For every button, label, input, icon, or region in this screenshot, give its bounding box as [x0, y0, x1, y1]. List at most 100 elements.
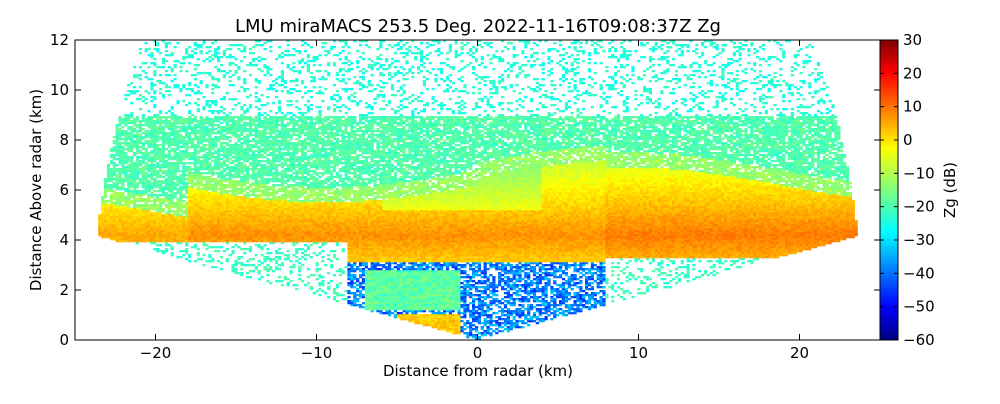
reflectivity-cell [306, 240, 310, 243]
reflectivity-cell [161, 198, 166, 201]
reflectivity-cell [321, 142, 325, 145]
reflectivity-cell [321, 162, 325, 165]
reflectivity-cell [318, 166, 322, 169]
reflectivity-cell [243, 204, 247, 207]
reflectivity-cell [167, 180, 171, 183]
reflectivity-cell [321, 154, 325, 157]
reflectivity-cell [251, 154, 255, 157]
reflectivity-cell [153, 214, 157, 217]
reflectivity-cell [234, 164, 238, 167]
reflectivity-cell [144, 228, 148, 231]
reflectivity-cell [260, 246, 264, 249]
reflectivity-cell [211, 100, 215, 103]
reflectivity-cell [303, 148, 308, 151]
reflectivity-cell [196, 212, 200, 215]
reflectivity-cell [190, 194, 195, 197]
reflectivity-cell [298, 186, 302, 189]
reflectivity-cell [228, 120, 232, 123]
reflectivity-cell [272, 138, 276, 141]
reflectivity-cell [193, 152, 197, 155]
reflectivity-cell [243, 180, 247, 183]
reflectivity-cell [263, 214, 267, 217]
reflectivity-cell [185, 156, 189, 159]
reflectivity-cell [234, 122, 238, 125]
reflectivity-cell [298, 60, 302, 63]
reflectivity-cell [205, 58, 209, 61]
reflectivity-cell [188, 210, 192, 213]
reflectivity-cell [280, 206, 284, 209]
reflectivity-cell [115, 206, 119, 209]
reflectivity-cell [222, 210, 226, 213]
reflectivity-cell [257, 246, 261, 249]
reflectivity-cell [228, 202, 232, 205]
reflectivity-cell [312, 252, 316, 255]
reflectivity-cell [283, 154, 287, 157]
reflectivity-cell [176, 178, 180, 181]
reflectivity-cell [205, 140, 209, 143]
reflectivity-cell [237, 158, 241, 161]
reflectivity-cell [135, 144, 140, 147]
reflectivity-cell [228, 228, 232, 231]
reflectivity-cell [280, 226, 284, 229]
reflectivity-cell [214, 204, 218, 207]
reflectivity-cell [153, 48, 157, 51]
reflectivity-cell [106, 232, 111, 235]
reflectivity-cell [150, 166, 154, 169]
reflectivity-cell [280, 134, 284, 137]
reflectivity-cell [289, 216, 293, 219]
reflectivity-cell [315, 238, 319, 241]
reflectivity-cell [298, 262, 302, 265]
reflectivity-cell [199, 208, 203, 211]
reflectivity-cell [196, 86, 200, 89]
reflectivity-cell [147, 216, 151, 219]
reflectivity-cell [211, 88, 215, 91]
reflectivity-cell [251, 200, 255, 203]
reflectivity-cell [127, 212, 131, 215]
reflectivity-cell [173, 120, 177, 123]
reflectivity-cell [135, 74, 140, 77]
reflectivity-cell [286, 158, 290, 161]
reflectivity-cell [272, 180, 276, 183]
reflectivity-cell [234, 44, 238, 47]
reflectivity-cell [280, 228, 284, 231]
reflectivity-cell [176, 168, 180, 171]
reflectivity-cell [301, 252, 305, 255]
reflectivity-cell [260, 140, 264, 143]
reflectivity-cell [130, 148, 134, 151]
reflectivity-cell [214, 186, 218, 189]
reflectivity-cell [141, 216, 145, 219]
reflectivity-cell [225, 48, 229, 51]
reflectivity-cell [277, 248, 282, 251]
reflectivity-cell [185, 154, 189, 157]
reflectivity-cell [118, 154, 122, 157]
reflectivity-cell [167, 128, 171, 131]
reflectivity-cell [257, 228, 261, 231]
reflectivity-cell [199, 182, 203, 185]
reflectivity-cell [138, 190, 142, 193]
reflectivity-cell [193, 188, 197, 191]
reflectivity-cell [161, 94, 166, 97]
reflectivity-cell [277, 252, 282, 255]
reflectivity-cell [251, 174, 255, 177]
reflectivity-cell [248, 224, 253, 227]
reflectivity-cell [115, 230, 119, 233]
reflectivity-cell [266, 248, 270, 251]
reflectivity-cell [147, 232, 151, 235]
reflectivity-cell [130, 128, 134, 131]
reflectivity-cell [141, 116, 145, 119]
reflectivity-cell [272, 204, 276, 207]
reflectivity-cell [199, 194, 203, 197]
reflectivity-cell [254, 232, 258, 235]
reflectivity-cell [260, 70, 264, 73]
reflectivity-cell [260, 120, 264, 123]
reflectivity-cell [190, 154, 195, 157]
reflectivity-cell [138, 86, 142, 89]
reflectivity-cell [225, 116, 229, 119]
reflectivity-cell [286, 226, 290, 229]
reflectivity-cell [240, 170, 244, 173]
reflectivity-cell [159, 236, 163, 239]
reflectivity-cell [246, 180, 250, 183]
reflectivity-cell [109, 212, 113, 215]
reflectivity-cell [275, 176, 279, 179]
reflectivity-cell [130, 202, 134, 205]
